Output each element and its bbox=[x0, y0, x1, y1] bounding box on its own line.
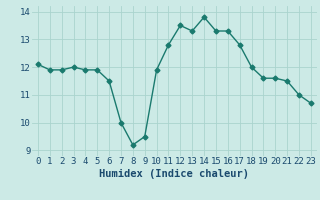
X-axis label: Humidex (Indice chaleur): Humidex (Indice chaleur) bbox=[100, 169, 249, 179]
